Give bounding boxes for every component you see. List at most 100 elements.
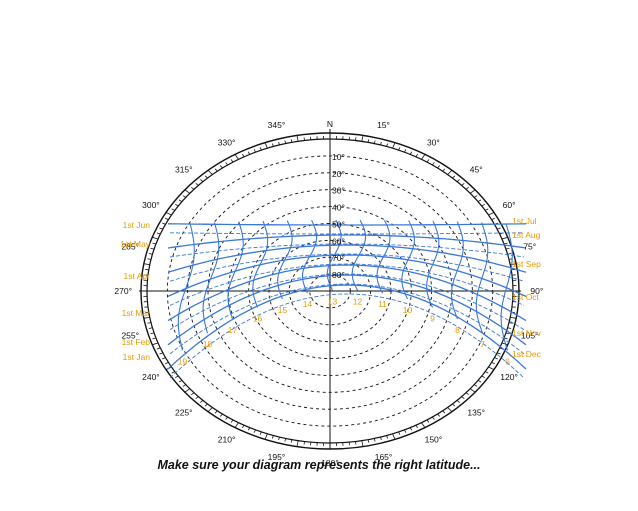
azimuth-tick: [159, 227, 163, 230]
azimuth-tick: [148, 253, 153, 255]
azimuth-tick: [184, 388, 191, 393]
date-label-left: 1st Mar: [122, 308, 151, 318]
azimuth-tick: [497, 227, 501, 230]
azimuth-tick: [264, 433, 268, 439]
azimuth-tick: [488, 366, 495, 371]
altitude-circle: [309, 273, 351, 309]
azimuth-tick: [253, 149, 256, 153]
azimuth-tick: [491, 361, 495, 365]
azimuth-tick: [278, 436, 280, 441]
azimuth-label: 30°: [427, 137, 440, 147]
hour-label: 7: [480, 339, 485, 349]
azimuth-tick: [432, 416, 435, 420]
azimuth-tick: [152, 242, 157, 245]
date-label-right: 1st Oct: [512, 292, 540, 302]
azimuth-tick: [386, 143, 389, 147]
azimuth-tick: [290, 139, 293, 143]
altitude-circle: [166, 155, 494, 427]
azimuth-tick: [355, 137, 357, 141]
azimuth-tick: [147, 322, 152, 324]
azimuth-tick: [242, 424, 245, 429]
azimuth-label: 120°: [500, 372, 518, 382]
hour-curve: [301, 219, 318, 294]
azimuth-tick: [284, 140, 287, 144]
azimuth-tick: [162, 222, 166, 225]
azimuth-tick: [247, 151, 251, 155]
azimuth-tick: [473, 384, 478, 387]
azimuth-tick: [303, 137, 305, 141]
azimuth-tick: [501, 236, 509, 240]
hour-curve: [426, 220, 440, 308]
azimuth-tick: [191, 392, 195, 396]
azimuth-tick: [507, 253, 512, 255]
hour-curve: [177, 223, 195, 351]
date-label-right: 1st Jul: [512, 216, 537, 226]
azimuth-tick: [488, 211, 495, 216]
azimuth-tick: [386, 435, 389, 439]
azimuth-tick: [204, 403, 208, 407]
azimuth-tick: [367, 439, 370, 443]
azimuth-tick: [447, 407, 453, 412]
hour-label: 13: [328, 296, 338, 306]
azimuth-tick: [207, 407, 213, 412]
azimuth-tick: [230, 159, 234, 163]
hour-curve: [500, 223, 513, 351]
azimuth-label: 225°: [175, 407, 193, 417]
azimuth-tick: [437, 413, 441, 417]
azimuth-tick: [191, 186, 195, 190]
azimuth-tick: [485, 208, 489, 211]
hour-label: 8: [455, 325, 460, 335]
azimuth-tick: [214, 168, 218, 172]
azimuth-tick: [442, 410, 446, 414]
azimuth-label: 150°: [425, 435, 443, 445]
north-label: N: [327, 119, 333, 129]
altitude-label: 10°: [332, 152, 345, 162]
azimuth-tick: [380, 436, 382, 441]
azimuth-tick: [156, 232, 161, 235]
azimuth-tick: [162, 357, 166, 360]
azimuth-tick: [296, 135, 299, 142]
azimuth-tick: [485, 371, 489, 374]
date-label-left: 1st May: [120, 239, 151, 249]
date-label-left: 1st Apr: [124, 271, 151, 281]
azimuth-label: 15°: [377, 120, 390, 130]
azimuth-tick: [437, 165, 441, 169]
azimuth-tick: [481, 203, 485, 207]
azimuth-tick: [278, 141, 280, 146]
azimuth-tick: [151, 342, 159, 346]
date-label-left: 1st Feb: [122, 337, 151, 347]
azimuth-tick: [271, 435, 274, 439]
azimuth-label: 300°: [142, 200, 160, 210]
altitude-circle: [187, 172, 473, 410]
azimuth-tick: [421, 422, 426, 428]
hour-label: 16: [253, 314, 263, 324]
date-label-right: 1st Aug: [512, 230, 541, 240]
azimuth-label: 60°: [503, 200, 516, 210]
azimuth-tick: [152, 337, 157, 340]
hour-label: 11: [378, 299, 387, 309]
hour-curve: [450, 221, 464, 320]
azimuth-tick: [219, 165, 223, 169]
altitude-label: 60°: [332, 236, 345, 246]
azimuth-tick: [452, 403, 456, 407]
azimuth-tick: [426, 159, 430, 163]
azimuth-tick: [178, 199, 183, 202]
azimuth-tick: [200, 179, 204, 182]
hour-label: 6: [505, 356, 510, 366]
azimuth-tick: [253, 429, 256, 433]
azimuth-label: 345°: [268, 120, 286, 130]
azimuth-tick: [469, 189, 476, 194]
hour-curve: [475, 222, 489, 334]
azimuth-tick: [204, 175, 208, 179]
azimuth-tick: [290, 439, 293, 443]
hour-label: 9: [430, 314, 435, 324]
hour-curve: [326, 219, 342, 291]
azimuth-label: 240°: [142, 372, 160, 382]
azimuth-tick: [259, 147, 262, 151]
azimuth-tick: [171, 371, 175, 374]
azimuth-label: 195°: [268, 452, 286, 462]
azimuth-tick: [415, 153, 418, 158]
azimuth-tick: [303, 441, 305, 445]
azimuth-tick: [373, 438, 376, 442]
azimuth-tick: [409, 151, 413, 155]
